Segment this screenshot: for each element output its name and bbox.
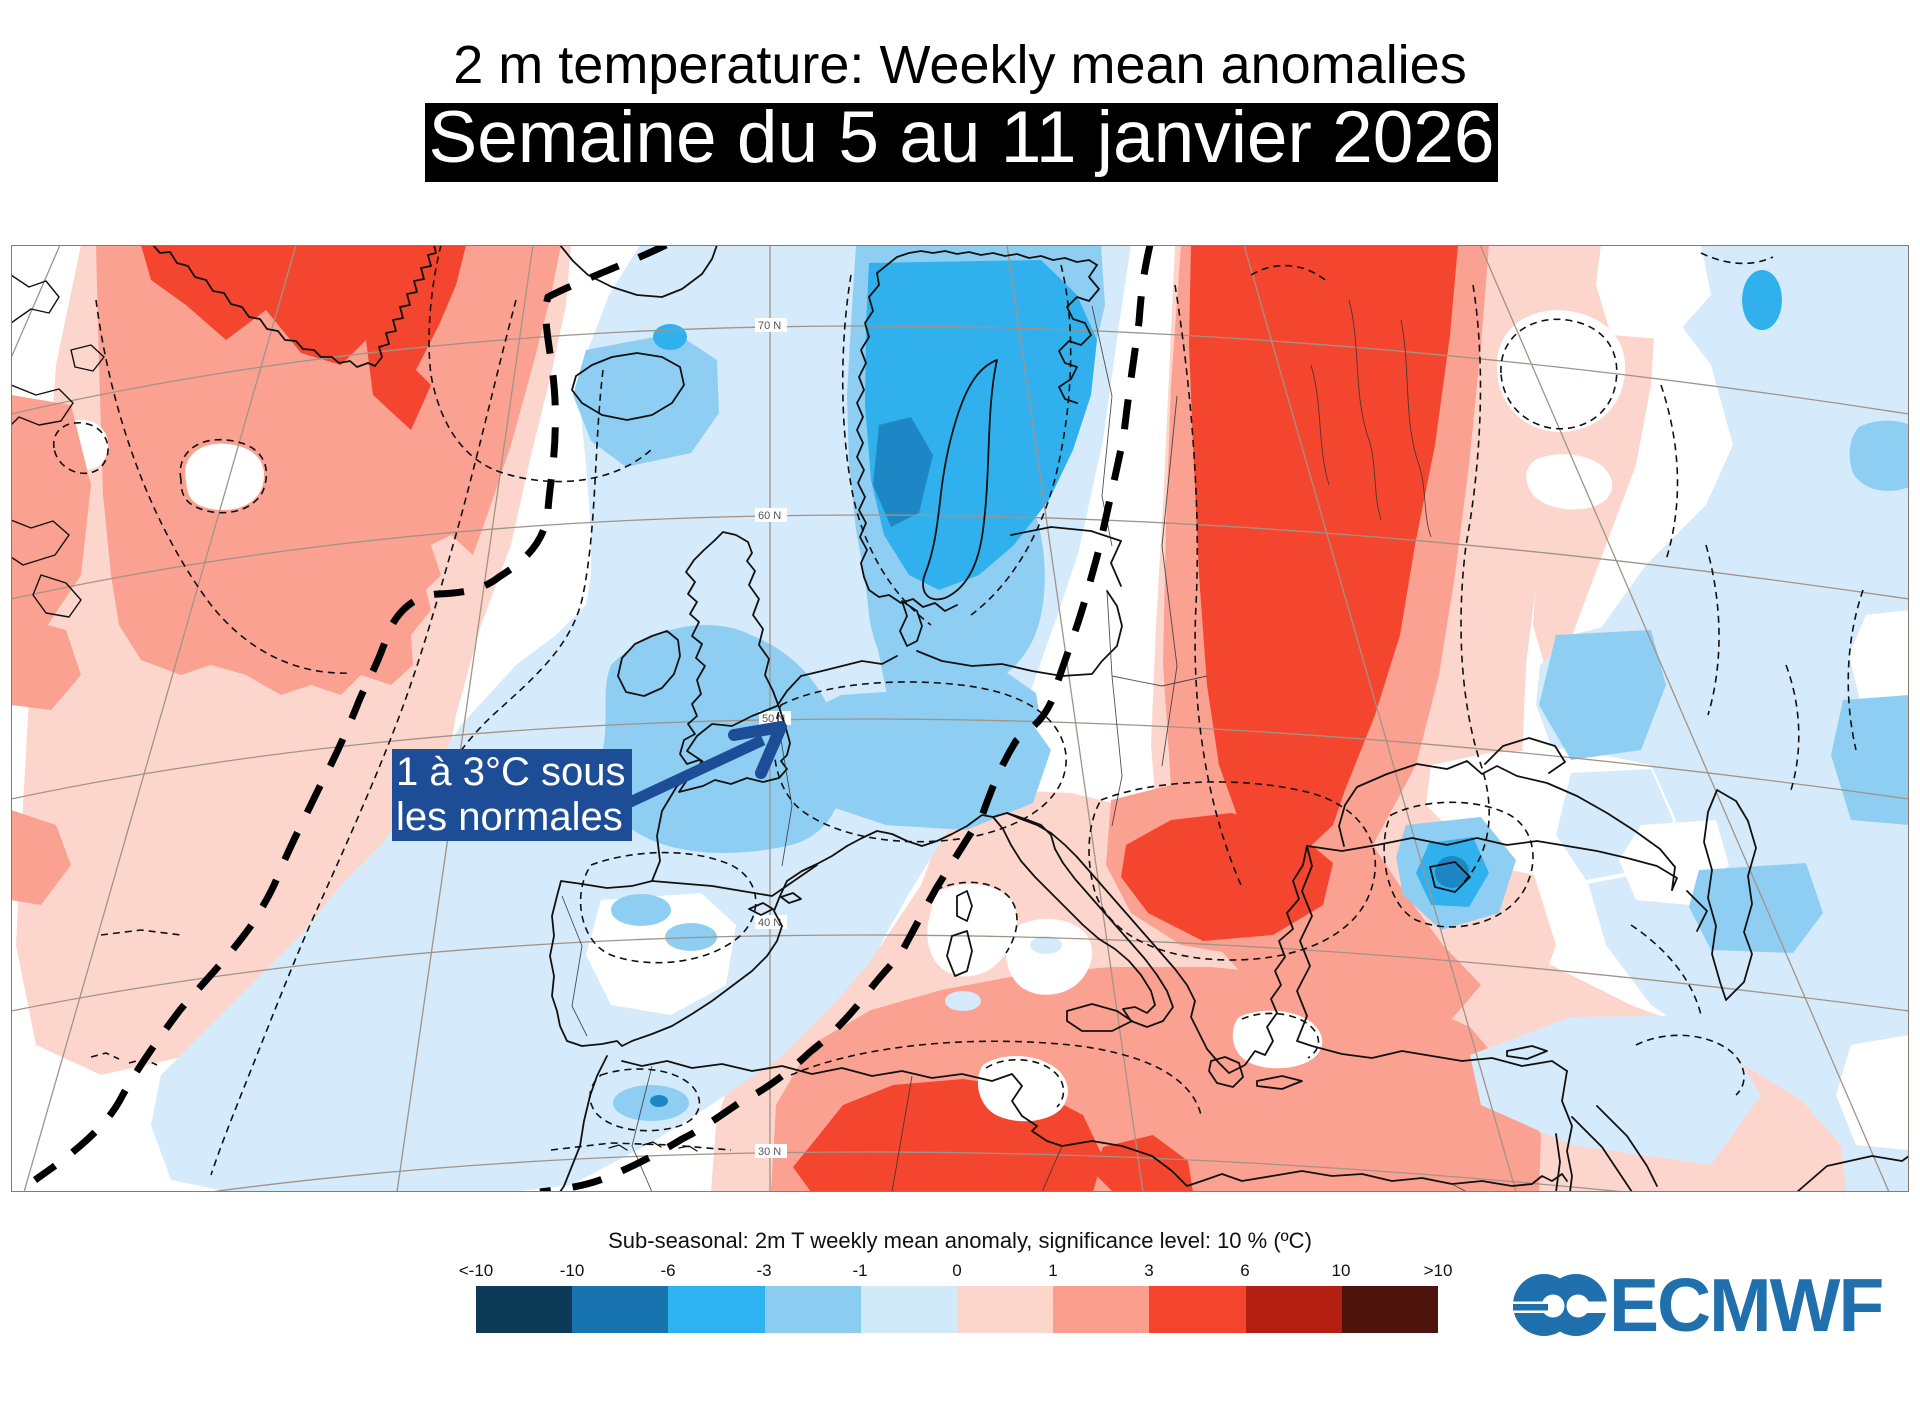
svg-text:40 N: 40 N — [758, 917, 781, 929]
svg-text:60 N: 60 N — [758, 510, 781, 522]
svg-text:70 N: 70 N — [758, 320, 781, 332]
svg-text:les normales: les normales — [396, 795, 623, 839]
svg-text:1 à 3°C sous: 1 à 3°C sous — [396, 750, 625, 794]
svg-text:30 N: 30 N — [758, 1146, 781, 1158]
svg-text:ECMWF: ECMWF — [1609, 1266, 1882, 1347]
